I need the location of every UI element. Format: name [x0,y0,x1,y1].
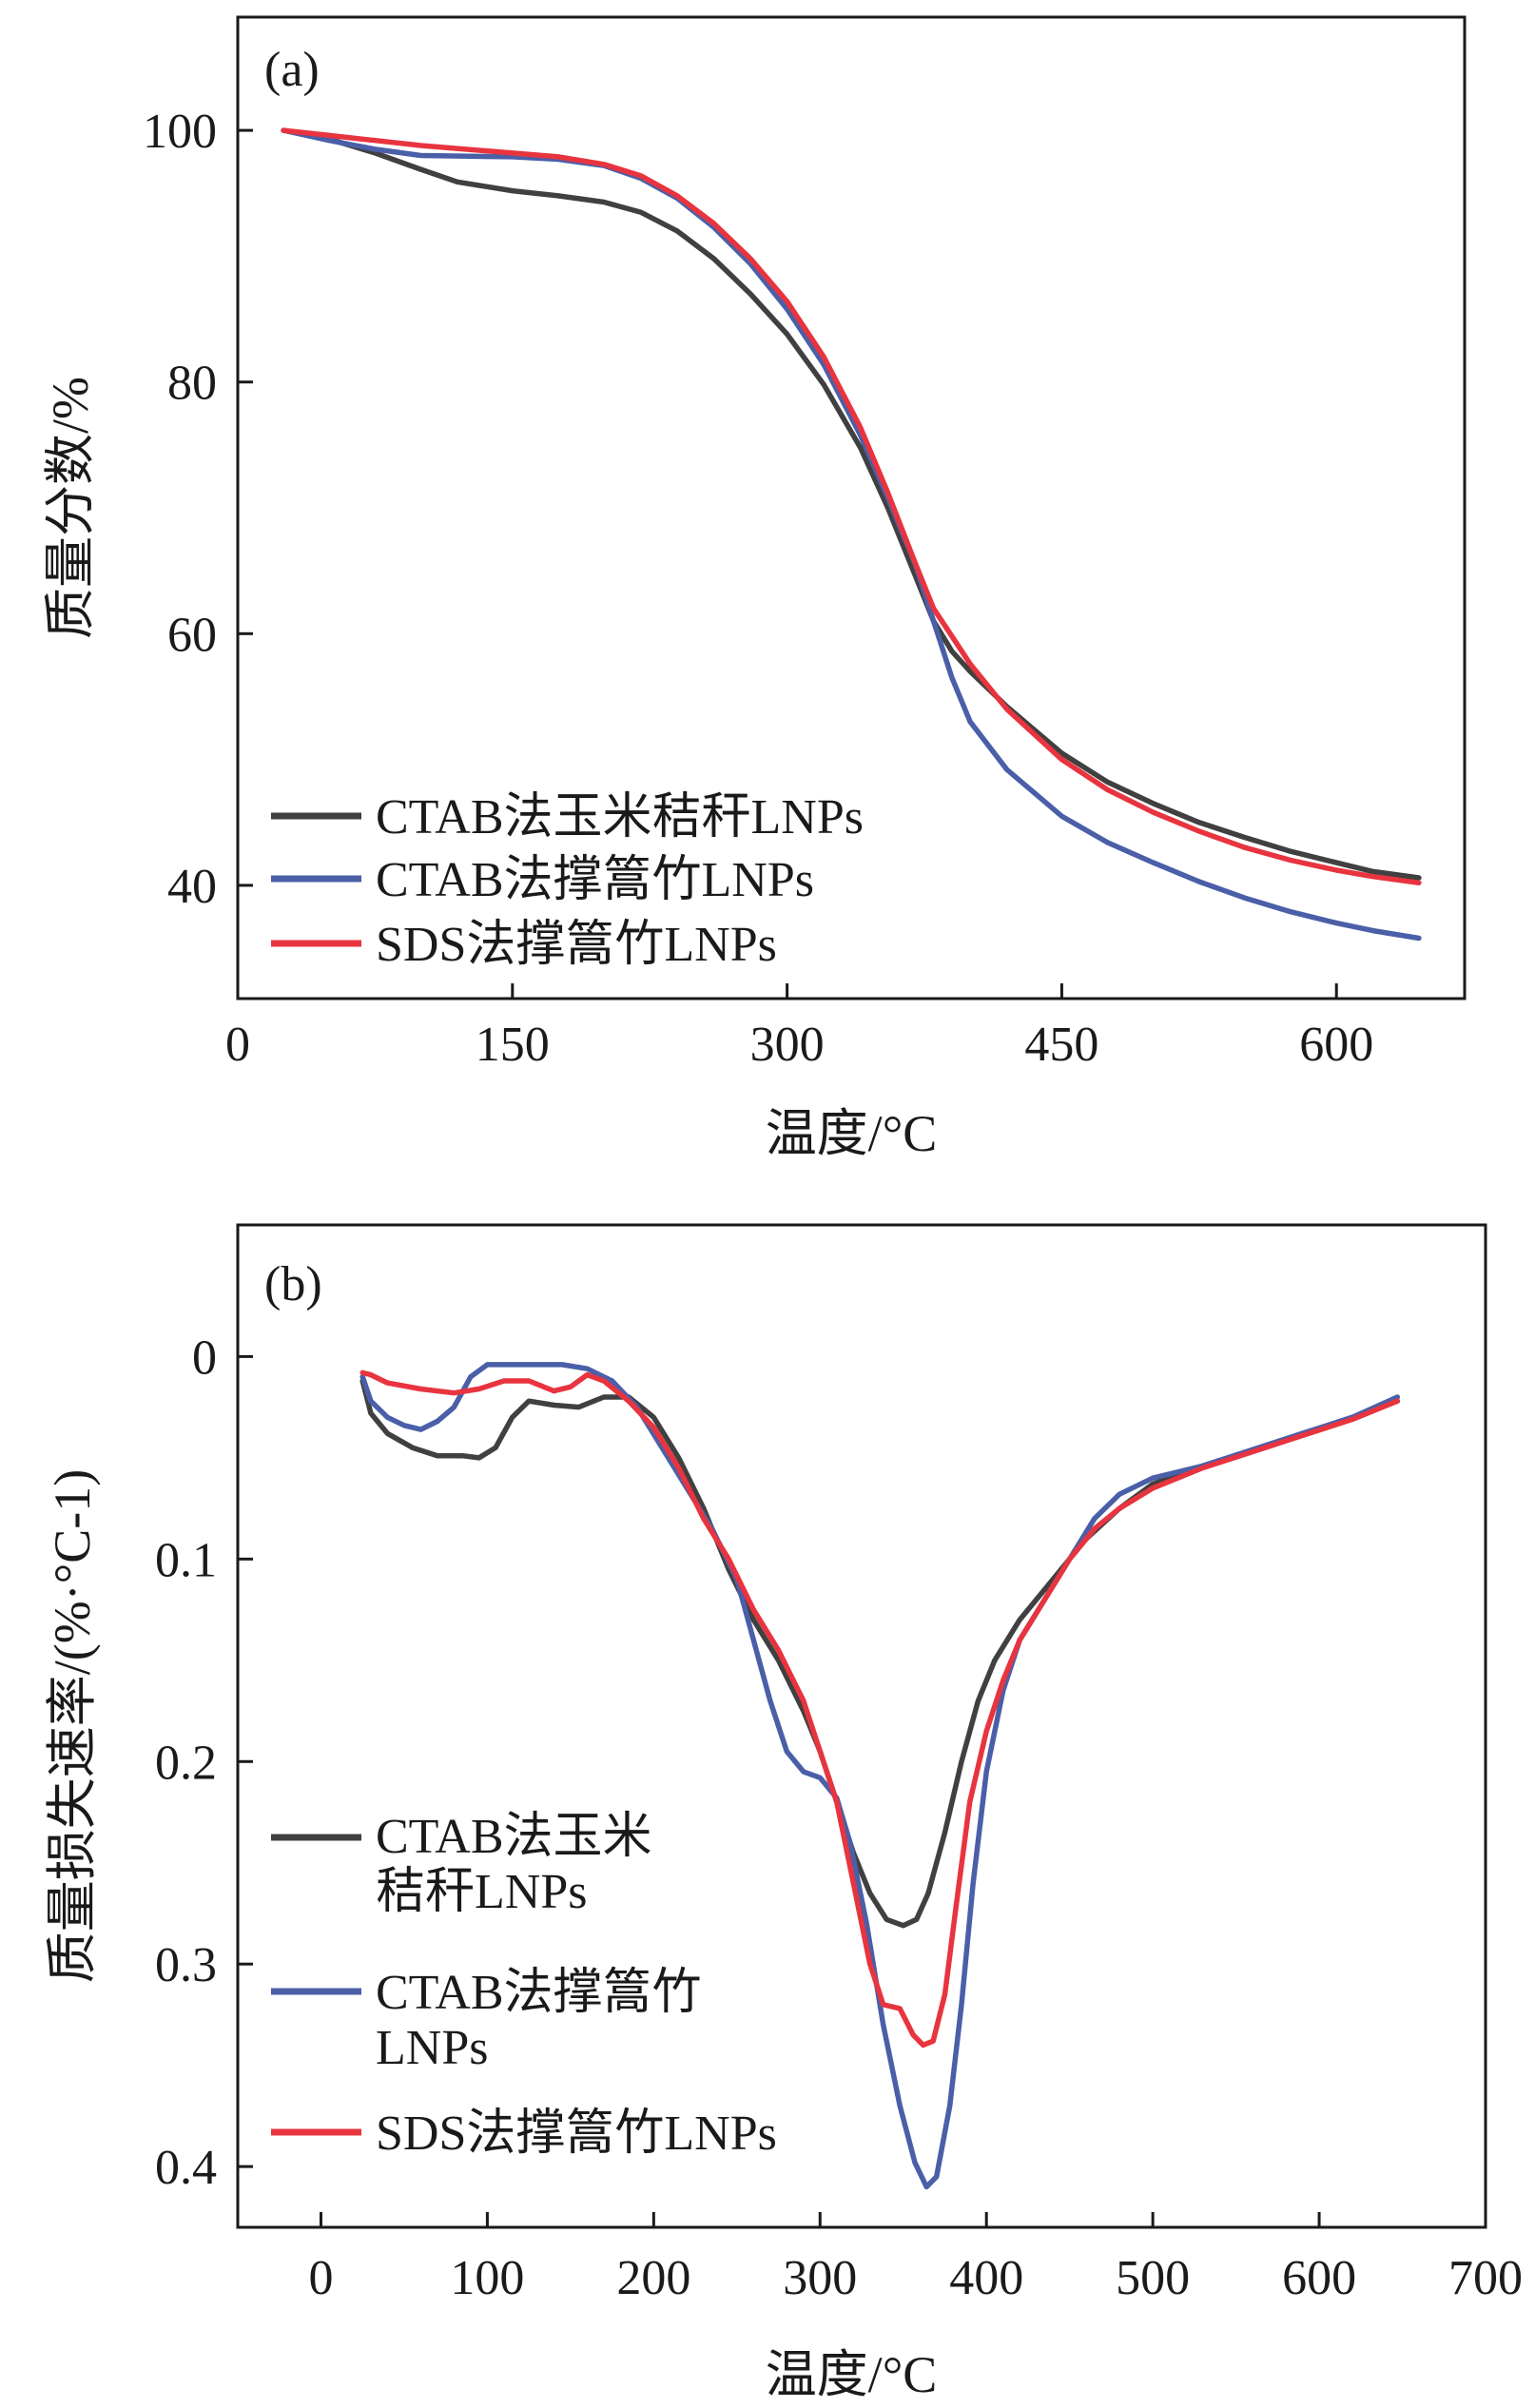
panel-b-legend-label-ctab-bamboo-line1: CTAB法撑篙竹 [376,1966,702,2020]
panel-b-y-tick-label: 0 [192,1330,217,1385]
panel-b-x-tick-label: 600 [1282,2251,1356,2305]
panel-b: (b) 0 100 200 300 400 500 600 70000.10.20.30.4 … [44,1223,1523,2403]
panel-a-legend-label-ctab-bamboo: CTAB法撑篙竹LNPs [376,853,814,907]
panel-b-y-tick-label: 0.3 [155,1938,217,1992]
panel-b-x-tick-label: 400 [949,2251,1023,2305]
panel-a-label: (a) [264,43,320,97]
panel-a-x-axis-title: 温度/°C [766,1105,938,1162]
panel-a-y-axis-title: 质量分数/% [42,377,99,639]
panel-a-series-line-3 [281,127,1422,886]
panel-b-legend-label-sds-bamboo: SDS法撑篙竹LNPs [376,2107,777,2161]
panel-b-x-tick-label: 100 [450,2251,524,2305]
panel-b-legend-label-corn-stover-line2: 秸秆LNPs [376,1865,587,1919]
panel-b-y-tick-label: 0.4 [155,2141,217,2195]
panel-a-x-tick-label: 300 [750,1018,825,1072]
panel-a-series-line-1 [281,127,1422,881]
panel-b-x-tick-label: 700 [1448,2251,1523,2305]
panel-b-x-axis-title: 温度/°C [766,2346,938,2403]
panel-b-series-line-2 [359,1362,1401,2190]
panel-a-y-tick-label: 60 [167,608,217,662]
panel-a-legend-label-corn-stover: CTAB法玉米秸秆LNPs [376,790,864,845]
panel-b-x-tick-label: 0 [308,2251,333,2305]
panel-b-series [359,1362,1401,2190]
panel-b-series-line-3 [359,1369,1401,2049]
panel-a-y-tick-label: 40 [167,860,217,914]
panel-a-plot-frame [236,15,1467,1000]
panel-b-plot-frame [236,1223,1487,2229]
panel-a-legend: CTAB法玉米秸秆LNPs CTAB法撑篙竹LNPs SDS法撑篙竹LNPs [271,790,864,972]
panel-a-ticks: 0 150 300 450 600 40 60 80 100 [143,105,1373,1072]
panel-b-ticks: 0 100 200 300 400 500 600 700 0 0.1 0.2 0.3 0.4 [155,1330,1523,2305]
panel-b-x-tick-label: 500 [1116,2251,1190,2305]
panel-b-y-axis-title: 质量损失速率/(%·°C-1) [44,1469,101,1984]
panel-a-x-tick-label: 600 [1299,1018,1373,1072]
panel-b-x-tick-label: 300 [783,2251,857,2305]
panel-b-y-tick-label: 0.1 [155,1533,217,1587]
panel-b-legend-label-corn-stover-line1: CTAB法玉米 [376,1810,652,1864]
panel-a-y-tick-label: 100 [143,105,217,159]
panel-b-y-tick-label: 0.2 [155,1736,217,1790]
panel-b-label: (b) [264,1257,322,1311]
panel-a-series [281,127,1422,942]
panel-a-x-tick-label: 150 [476,1018,550,1072]
panel-a-legend-label-sds-bamboo: SDS法撑篙竹LNPs [376,918,777,972]
panel-b-legend: CTAB法玉米 秸秆LNPs CTAB法撑篙竹 LNPs SDS法撑篙竹LNPs [271,1810,777,2161]
panel-a-y-tick-label: 80 [167,357,217,411]
panel-a-x-tick-label: 450 [1024,1018,1098,1072]
panel-b-legend-label-ctab-bamboo-line2: LNPs [376,2021,488,2075]
panel-a-x-tick-label: 0 [225,1018,250,1072]
panel-b-x-tick-label: 200 [616,2251,690,2305]
